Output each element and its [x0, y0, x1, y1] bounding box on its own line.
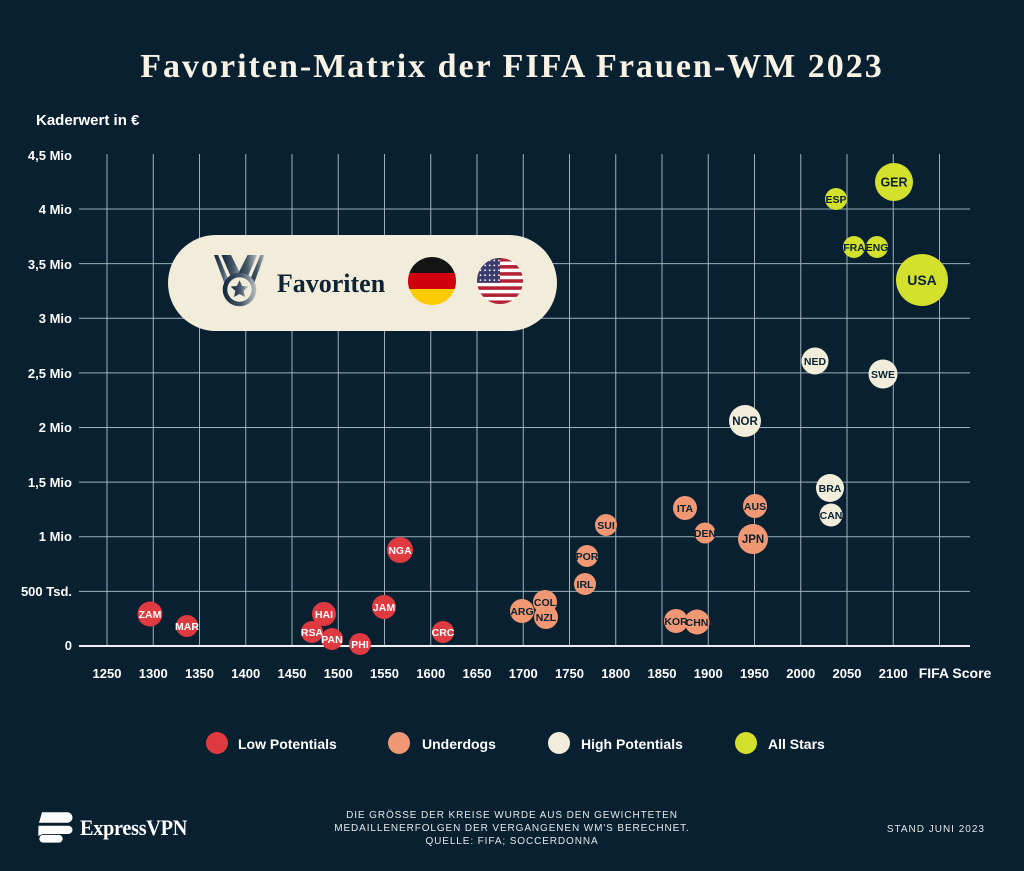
svg-text:NGA: NGA — [388, 545, 412, 557]
svg-text:CRC: CRC — [432, 627, 455, 639]
svg-text:HAI: HAI — [315, 609, 333, 621]
svg-text:JPN: JPN — [742, 534, 764, 546]
svg-text:Favoriten: Favoriten — [277, 269, 386, 298]
svg-text:POR: POR — [576, 551, 599, 563]
svg-text:SUI: SUI — [597, 520, 615, 532]
svg-text:NED: NED — [804, 356, 827, 368]
svg-text:SWE: SWE — [871, 369, 895, 381]
svg-text:PAN: PAN — [321, 634, 342, 646]
svg-text:BRA: BRA — [819, 483, 842, 495]
svg-text:ESP: ESP — [825, 194, 846, 206]
svg-text:DEN: DEN — [694, 528, 716, 540]
svg-text:KOR: KOR — [664, 616, 688, 628]
svg-text:JAM: JAM — [373, 602, 395, 614]
svg-text:IRL: IRL — [577, 579, 595, 591]
svg-text:AUS: AUS — [744, 501, 766, 513]
svg-text:PHI: PHI — [351, 639, 369, 651]
svg-text:GER: GER — [880, 176, 907, 190]
svg-text:CAN: CAN — [820, 510, 843, 522]
svg-text:FRA: FRA — [843, 242, 865, 254]
svg-text:ENG: ENG — [866, 242, 889, 254]
svg-text:USA: USA — [907, 272, 937, 288]
svg-text:ZAM: ZAM — [139, 609, 162, 621]
svg-text:CHN: CHN — [686, 617, 709, 629]
svg-text:MAR: MAR — [175, 621, 199, 633]
svg-text:NZL: NZL — [536, 612, 557, 624]
svg-text:ITA: ITA — [677, 503, 694, 515]
svg-text:NOR: NOR — [732, 416, 758, 428]
svg-text:RSA: RSA — [301, 627, 324, 639]
svg-text:ARG: ARG — [510, 606, 533, 618]
svg-text:COL: COL — [534, 597, 557, 609]
